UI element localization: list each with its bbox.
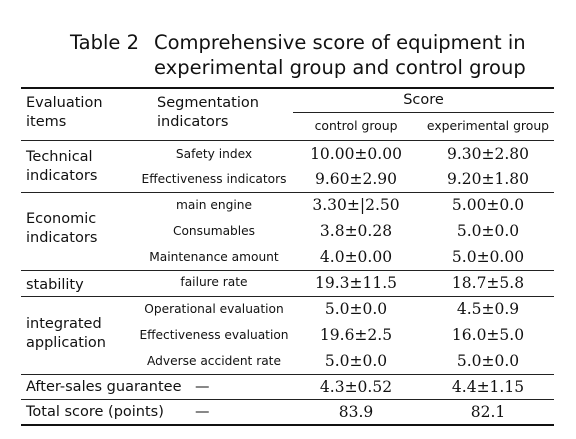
- group-rule-5: [21, 399, 554, 400]
- group-economic-indicators: Economic indicators: [26, 211, 98, 246]
- group-after-sales-guarantee: After-sales guarantee: [26, 379, 182, 395]
- control-value: 3.8±0.28: [319, 222, 393, 240]
- control-value: 9.60±2.90: [314, 170, 397, 188]
- control-value: 5.0±0.0: [324, 300, 388, 318]
- control-value: 4.3±0.52: [319, 378, 393, 396]
- indicator-cell: Consumables: [172, 224, 256, 238]
- control-value: 83.9: [338, 403, 374, 421]
- indicator-cell: —: [195, 379, 210, 395]
- header-experimental-group: experimental group: [426, 118, 550, 133]
- experimental-value: 16.0±5.0: [451, 326, 525, 344]
- table-caption: Comprehensive score of equipment in expe…: [154, 31, 526, 79]
- group-rule-3: [21, 296, 554, 297]
- experimental-value: 9.30±2.80: [446, 145, 529, 163]
- group-rule-4: [21, 374, 554, 375]
- indicator-cell: Effectiveness evaluation: [139, 328, 289, 342]
- top-rule: [21, 87, 554, 89]
- experimental-value: 5.0±0.0: [456, 222, 520, 240]
- group-integrated-application: integrated application: [26, 316, 106, 351]
- control-value: 4.0±0.00: [319, 248, 393, 266]
- experimental-value: 5.00±0.0: [451, 196, 525, 214]
- score-subheader-rule: [293, 112, 554, 113]
- table-title: Table 2 Comprehensive score of equipment …: [70, 30, 570, 80]
- bottom-rule: [21, 424, 554, 426]
- indicator-cell: Safety index: [175, 147, 253, 161]
- indicator-cell: —: [195, 404, 210, 420]
- experimental-value: 5.0±0.0: [456, 352, 520, 370]
- control-value: 19.6±2.5: [319, 326, 393, 344]
- group-technical-indicators: Technical indicators: [26, 149, 98, 184]
- experimental-value: 18.7±5.8: [451, 274, 525, 292]
- header-evaluation-items: Evaluation items: [26, 95, 103, 130]
- control-value: 5.0±0.0: [324, 352, 388, 370]
- table-number: Table 2: [70, 31, 140, 54]
- experimental-value: 5.0±0.00: [451, 248, 525, 266]
- control-value: 3.30±|2.50: [312, 196, 400, 214]
- group-rule-1: [21, 192, 554, 193]
- header-bottom-rule: [21, 140, 554, 141]
- control-value: 10.00±0.00: [310, 145, 402, 163]
- control-value: 19.3±11.5: [314, 274, 397, 292]
- group-stability: stability: [26, 277, 84, 293]
- header-segmentation-indicators: Segmentation indicators: [157, 95, 259, 130]
- indicator-cell: Operational evaluation: [144, 302, 284, 316]
- header-control-group: control group: [314, 118, 398, 133]
- experimental-value: 82.1: [470, 403, 506, 421]
- indicator-cell: Maintenance amount: [149, 250, 279, 264]
- indicator-cell: main engine: [176, 198, 252, 212]
- indicator-cell: Effectiveness indicators: [141, 172, 287, 186]
- indicator-cell: failure rate: [180, 275, 248, 289]
- group-rule-2: [21, 270, 554, 271]
- experimental-value: 9.20±1.80: [446, 170, 529, 188]
- experimental-value: 4.5±0.9: [456, 300, 520, 318]
- group-total-score: Total score (points): [26, 404, 164, 420]
- indicator-cell: Adverse accident rate: [147, 354, 281, 368]
- experimental-value: 4.4±1.15: [451, 378, 525, 396]
- header-score: Score: [403, 92, 444, 108]
